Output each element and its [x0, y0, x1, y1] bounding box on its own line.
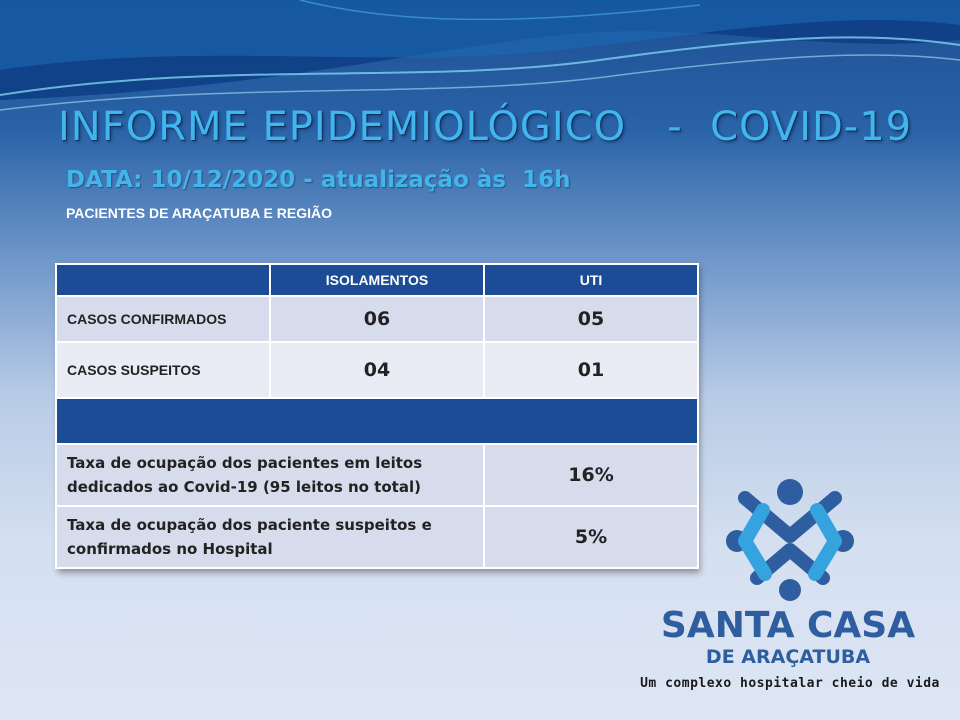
logo-subname: DE ARAÇATUBA [705, 646, 871, 668]
table-row: Taxa de ocupação dos pacientes em leitos… [55, 443, 699, 507]
header-cell-isolamentos: ISOLAMENTOS [269, 263, 485, 297]
region-caption: PACIENTES DE ARAÇATUBA E REGIÃO [66, 205, 333, 221]
header-waves [0, 0, 960, 111]
date-line: DATA: 10/12/2020 - atualização às 16h [66, 167, 571, 193]
row-label: CASOS SUSPEITOS [55, 341, 271, 399]
table-row: CASOS CONFIRMADOS 06 05 [55, 295, 699, 343]
header-cell-uti: UTI [483, 263, 699, 297]
table-row: CASOS SUSPEITOS 04 01 [55, 341, 699, 399]
logo-name: SANTA CASA [660, 605, 916, 646]
isolamentos-value: 04 [269, 341, 485, 399]
cases-table: ISOLAMENTOS UTI CASOS CONFIRMADOS 06 05 … [55, 263, 699, 569]
isolamentos-value: 06 [269, 295, 485, 343]
header-cell-empty [55, 263, 271, 297]
rate-value: 5% [483, 505, 699, 569]
row-label: CASOS CONFIRMADOS [55, 295, 271, 343]
table-row: Taxa de ocupação dos paciente suspeitos … [55, 505, 699, 569]
rate-value: 16% [483, 443, 699, 507]
separator-band [55, 397, 699, 445]
logo-tagline: Um complexo hospitalar cheio de vida [640, 676, 940, 691]
rate-label: Taxa de ocupação dos pacientes em leitos… [55, 443, 485, 507]
uti-value: 01 [483, 341, 699, 399]
uti-value: 05 [483, 295, 699, 343]
rate-label: Taxa de ocupação dos paciente suspeitos … [55, 505, 485, 569]
page-title: INFORME EPIDEMIOLÓGICO - COVID-19 [58, 104, 913, 150]
santa-casa-logo-icon [726, 479, 854, 601]
